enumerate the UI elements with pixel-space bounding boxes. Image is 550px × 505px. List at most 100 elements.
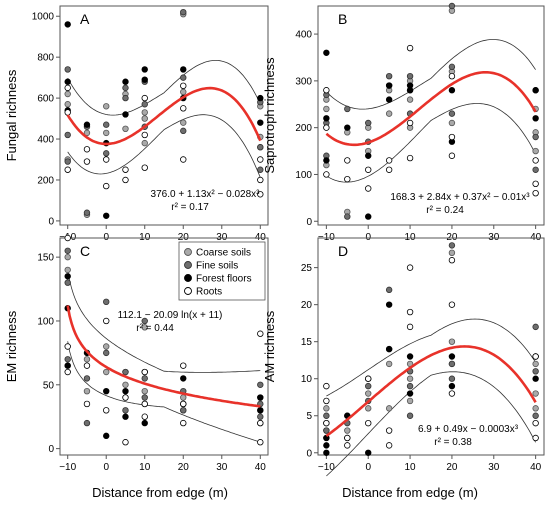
- data-point-roots: [122, 394, 129, 401]
- data-point-fine-soils: [365, 382, 372, 390]
- y-tick-label: 150: [37, 253, 54, 264]
- data-point-coarse-soils: [448, 338, 456, 345]
- data-point-fine-soils: [385, 286, 393, 294]
- data-point-roots: [448, 72, 456, 80]
- data-point-roots: [180, 156, 187, 163]
- data-point-fine-soils: [180, 74, 187, 81]
- panel-a: −1001020304002004006008001000Fungal rich…: [4, 5, 269, 243]
- data-point-forest-floors: [385, 301, 393, 308]
- data-point-roots: [344, 442, 351, 449]
- data-point-roots: [141, 413, 148, 420]
- x-tick-label: 30: [488, 462, 500, 473]
- data-point-fine-soils: [141, 101, 148, 108]
- data-point-fine-soils: [532, 133, 539, 141]
- data-point-forest-floors: [64, 273, 71, 280]
- fit-equation: 376.0 + 1.13x² − 0.028x³: [151, 189, 261, 200]
- data-point-fine-soils: [448, 375, 456, 382]
- data-point-coarse-soils: [448, 119, 456, 127]
- y-tick-label: 200: [37, 175, 54, 186]
- data-point-fine-soils: [406, 382, 414, 390]
- data-point-forest-floors: [64, 362, 71, 369]
- data-point-fine-soils: [64, 247, 71, 254]
- data-point-roots: [448, 152, 456, 159]
- data-point-roots: [344, 175, 351, 183]
- data-point-coarse-soils: [64, 253, 71, 261]
- x-tick-label: 20: [178, 462, 190, 473]
- data-point-fine-soils: [83, 375, 91, 382]
- data-point-roots: [257, 176, 264, 184]
- y-tick-label: 100: [295, 170, 312, 181]
- data-point-roots: [122, 176, 129, 184]
- data-point-fine-soils: [385, 72, 393, 80]
- data-point-forest-floors: [406, 87, 414, 94]
- data-point-forest-floors: [323, 449, 330, 456]
- data-point-roots: [406, 323, 414, 331]
- data-point-coarse-soils: [122, 125, 129, 133]
- data-point-forest-floors: [385, 82, 393, 89]
- data-point-coarse-soils: [385, 110, 393, 117]
- data-point-roots: [180, 82, 187, 90]
- data-point-roots: [406, 44, 414, 52]
- data-point-roots: [141, 164, 148, 171]
- fit-r-squared: r² = 0.38: [434, 437, 472, 448]
- y-tick-label: 300: [295, 76, 312, 87]
- data-point-forest-floors: [180, 66, 187, 73]
- x-axis-label-right: Distance from edge (m): [342, 485, 478, 500]
- data-point-forest-floors: [257, 394, 264, 401]
- data-point-coarse-soils: [406, 397, 414, 405]
- data-point-roots: [103, 182, 110, 190]
- data-point-coarse-soils: [406, 375, 414, 382]
- data-point-coarse-soils: [365, 405, 372, 412]
- data-point-fine-soils: [103, 150, 110, 157]
- ci-upper-line: [326, 318, 536, 397]
- data-point-coarse-soils: [344, 427, 351, 434]
- data-point-roots: [180, 400, 187, 408]
- data-point-coarse-soils: [64, 266, 71, 274]
- fit-r-squared: r² = 0.44: [136, 323, 174, 334]
- data-point-coarse-soils: [141, 324, 148, 331]
- data-point-forest-floors: [365, 213, 372, 220]
- data-point-forest-floors: [532, 375, 539, 382]
- data-point-coarse-soils: [141, 387, 148, 395]
- data-point-roots: [257, 156, 264, 163]
- data-point-roots: [323, 87, 330, 94]
- data-point-fine-soils: [448, 2, 456, 10]
- x-tick-label: 10: [139, 462, 151, 473]
- data-point-forest-floors: [365, 152, 372, 159]
- data-point-forest-floors: [323, 442, 330, 449]
- data-point-roots: [532, 157, 539, 164]
- data-point-roots: [83, 400, 91, 408]
- data-point-forest-floors: [141, 76, 148, 83]
- panel-letter: B: [338, 11, 347, 27]
- x-tick-label: 30: [216, 462, 228, 473]
- data-point-coarse-soils: [103, 103, 110, 110]
- plot-frame: [59, 5, 269, 226]
- legend-marker: [184, 248, 192, 256]
- data-point-roots: [64, 109, 71, 116]
- data-point-coarse-soils: [385, 405, 393, 412]
- data-point-roots: [122, 166, 129, 173]
- data-point-roots: [103, 317, 110, 325]
- data-point-fine-soils: [103, 298, 110, 306]
- fit-equation: 6.9 + 0.49x − 0.0003x³: [418, 424, 519, 435]
- data-point-fine-soils: [141, 317, 148, 325]
- data-point-roots: [141, 131, 148, 139]
- data-point-forest-floors: [122, 413, 129, 420]
- data-point-roots: [103, 156, 110, 163]
- data-point-roots: [323, 171, 330, 178]
- data-point-roots: [365, 375, 372, 382]
- data-point-roots: [406, 308, 414, 316]
- data-point-coarse-soils: [532, 360, 539, 368]
- data-point-roots: [83, 158, 91, 165]
- data-point-coarse-soils: [323, 405, 330, 412]
- ci-lower-line: [67, 341, 261, 443]
- y-tick-label: 0: [48, 444, 54, 455]
- data-point-roots: [257, 419, 264, 427]
- legend-box: [178, 241, 266, 301]
- x-tick-label: 0: [365, 462, 371, 473]
- legend-marker: [184, 287, 192, 295]
- data-point-roots: [180, 362, 187, 369]
- data-point-roots: [180, 105, 187, 112]
- data-point-roots: [64, 166, 71, 173]
